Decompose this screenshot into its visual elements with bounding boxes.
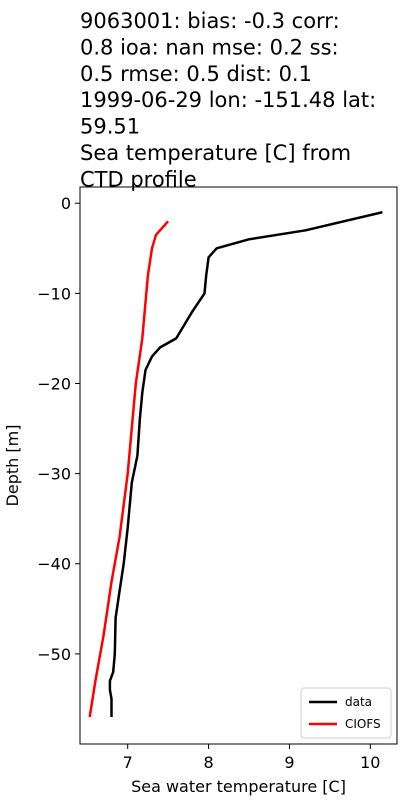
line-series (108, 210, 383, 717)
legend: data CIOFS (300, 687, 392, 739)
chart-title: 1999-06-29 lon: -151.48 lat: (80, 88, 376, 112)
y-tick-label: −20 (37, 374, 71, 393)
y-axis-label: Depth [m] (3, 425, 22, 507)
x-tick-label: 9 (284, 753, 294, 772)
y-tick-label: −30 (37, 465, 71, 484)
legend-label: CIOFS (345, 717, 381, 731)
y-tick-label: −50 (37, 645, 71, 664)
chart-title: CTD profile (80, 167, 197, 191)
chart-title: 0.5 rmse: 0.5 dist: 0.1 (80, 62, 312, 86)
legend-label: data (345, 695, 372, 709)
chart-title: 0.8 ioa: nan mse: 0.2 ss: (80, 35, 339, 59)
x-axis-label: Sea water temperature [C] (131, 777, 346, 796)
line-series (88, 220, 170, 718)
y-tick-label: −10 (37, 284, 71, 303)
y-tick-label: 0 (61, 194, 71, 213)
chart-title: 9063001: bias: -0.3 corr: (80, 9, 340, 33)
x-tick-label: 7 (123, 753, 133, 772)
plot-frame (79, 186, 398, 745)
y-tick-label: −40 (37, 555, 71, 574)
x-tick-label: 10 (360, 753, 380, 772)
chart-title: 59.51 (80, 115, 140, 139)
x-tick-label: 8 (203, 753, 213, 772)
legend-box (300, 687, 392, 739)
chart-title: Sea temperature [C] from (80, 141, 351, 165)
